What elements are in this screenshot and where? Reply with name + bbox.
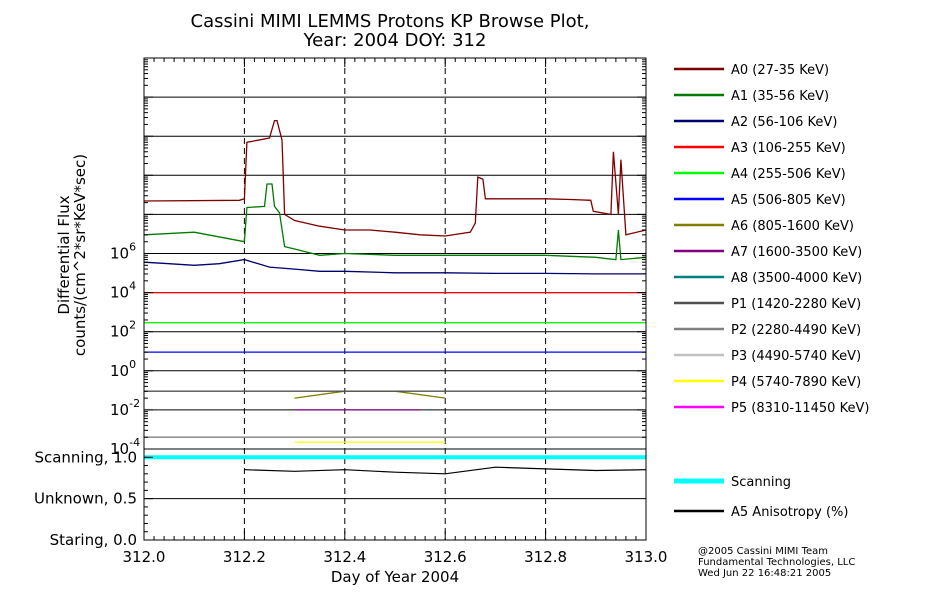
series-1-line	[143, 183, 647, 261]
series-2-line	[143, 258, 646, 275]
series-6-line	[294, 390, 446, 399]
y-axis-label-line2: counts/(cm^2*sr*KeV*sec)	[71, 154, 89, 356]
y-tick-label-2: 100	[110, 358, 136, 380]
x-tick-label-5: 313.0	[625, 548, 668, 566]
credit-line-1: @2005 Cassini MIMI Team	[698, 546, 828, 557]
lower-panel-label-0: Scanning, 1.0	[34, 448, 137, 466]
y-tick-label-1: 10-2	[110, 397, 140, 419]
legend-lower-label-0: Scanning	[731, 475, 791, 490]
legend-label-2: A2 (56-106 KeV)	[731, 115, 837, 130]
x-axis-label: Day of Year 2004	[331, 568, 459, 586]
legend: A0 (27-35 KeV) A1 (35-56 KeV) A2 (56-106 K…	[674, 63, 869, 520]
lower-panel-label-1: Unknown, 0.5	[34, 490, 137, 508]
grid	[144, 58, 646, 540]
lower-panel-layer	[144, 455, 647, 475]
legend-label-10: P2 (2280-4490 KeV)	[731, 323, 861, 338]
legend-label-3: A3 (106-255 KeV)	[731, 141, 846, 156]
x-tick-label-2: 312.4	[323, 548, 366, 566]
legend-label-7: A7 (1600-3500 KeV)	[731, 245, 862, 260]
legend-label-0: A0 (27-35 KeV)	[731, 63, 829, 78]
y-tick-label-4: 104	[110, 280, 136, 302]
lower-plot-frame	[143, 448, 647, 541]
x-tick-label-1: 312.2	[223, 548, 266, 566]
y-tick-label-3: 102	[110, 319, 136, 341]
credit-line-3: Wed Jun 22 16:48:21 2005	[698, 568, 831, 579]
legend-label-1: A1 (35-56 KeV)	[731, 89, 829, 104]
legend-label-5: A5 (506-805 KeV)	[731, 193, 846, 208]
x-tick-labels: 312.0 312.2 312.4 312.6 312.8 313.0	[123, 548, 668, 566]
x-tick-label-3: 312.6	[424, 548, 467, 566]
y-tick-label-5: 106	[110, 241, 136, 263]
lower-panel-label-2: Staring, 0.0	[50, 531, 137, 549]
legend-label-8: A8 (3500-4000 KeV)	[731, 271, 862, 286]
legend-lower-label-1: A5 Anisotropy (%)	[731, 505, 848, 520]
legend-label-11: P3 (4490-5740 KeV)	[731, 349, 861, 364]
y-axis-label-line1: Differential Flux	[55, 195, 73, 314]
legend-label-13: P5 (8310-11450 KeV)	[731, 401, 869, 416]
chart-title: Cassini MIMI LEMMS Protons KP Browse Plo…	[191, 11, 590, 32]
series-0-line	[143, 119, 647, 237]
x-tick-label-4: 312.8	[524, 548, 567, 566]
legend-label-9: P1 (1420-2280 KeV)	[731, 297, 861, 312]
legend-label-12: P4 (5740-7890 KeV)	[731, 375, 861, 390]
axes	[143, 57, 647, 541]
series-layer	[143, 119, 647, 443]
lower-series-1-line	[244, 466, 647, 475]
legend-label-4: A4 (255-506 KeV)	[731, 167, 846, 182]
legend-label-6: A6 (805-1600 KeV)	[731, 219, 854, 234]
chart-subtitle: Year: 2004 DOY: 312	[303, 30, 487, 51]
lower-panel-tick-labels: Scanning, 1.0 Unknown, 0.5 Staring, 0.0	[34, 448, 137, 549]
credit-line-2: Fundamental Technologies, LLC	[698, 557, 855, 568]
y-tick-labels: 10-4 10-2 100 102 104 106	[110, 241, 140, 459]
x-tick-label-0: 312.0	[123, 548, 166, 566]
y-tick-label-0: 10-4	[110, 436, 140, 458]
